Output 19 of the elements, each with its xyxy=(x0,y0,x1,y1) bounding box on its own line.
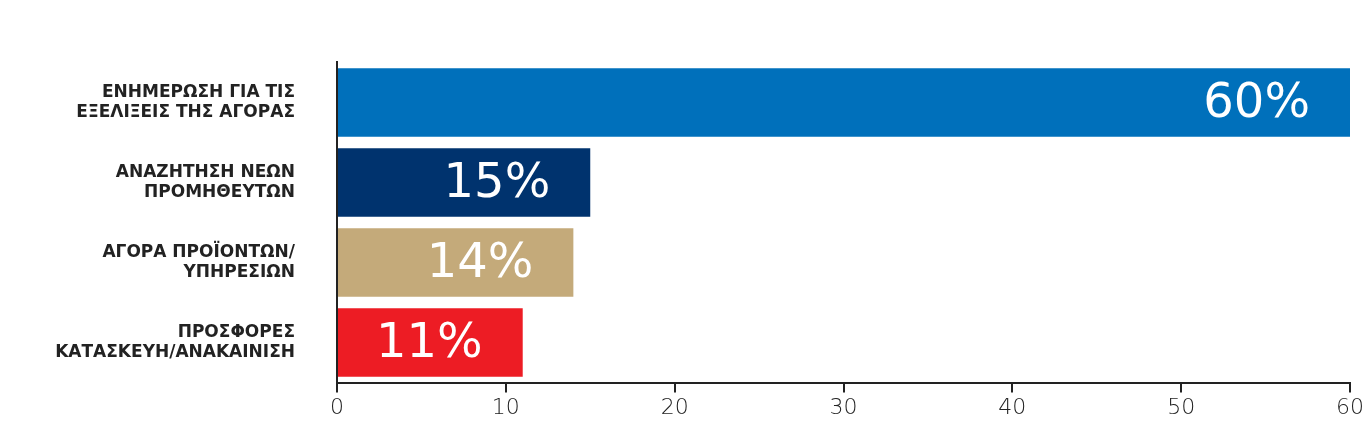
x-tick-label: 0 xyxy=(330,393,344,419)
x-tick-label: 40 xyxy=(998,393,1027,419)
x-tick-label: 60 xyxy=(1336,393,1364,419)
data-label: 60% xyxy=(1203,71,1310,128)
x-tick-label: 10 xyxy=(491,393,520,419)
bar xyxy=(338,308,523,377)
y-tick-label: ΑΝΑΖΗΤΗΣΗ ΝΕΩΝ ΠΡΟΜΗΘΕΥΤΩΝ xyxy=(115,160,295,202)
x-tick-label: 20 xyxy=(660,393,689,419)
x-tick-label: 50 xyxy=(1167,393,1196,419)
bar xyxy=(338,228,574,297)
data-label: 15% xyxy=(443,151,551,208)
y-tick-label: ΑΓΟΡΑ ΠΡΟΪΟΝΤΩΝ/ ΥΠΗΡΕΣΙΩΝ xyxy=(102,239,296,282)
y-tick-label: ΠΡΟΣΦΟΡΕΣ ΚΑΤΑΣΚΕΥΗ/ΑΝΑΚΑΙΝΙΣΗ xyxy=(55,320,295,362)
x-tick-label: 30 xyxy=(829,393,858,419)
bar xyxy=(338,68,1350,137)
y-tick-label: ΕΝΗΜΕΡΩΣΗ ΓΙΑ ΤΙΣ ΕΞΕΛΙΞΕΙΣ ΤΗΣ ΑΓΟΡΑΣ xyxy=(76,80,295,122)
bar xyxy=(338,148,591,217)
data-label: 14% xyxy=(426,231,534,288)
data-label: 11% xyxy=(376,312,483,369)
